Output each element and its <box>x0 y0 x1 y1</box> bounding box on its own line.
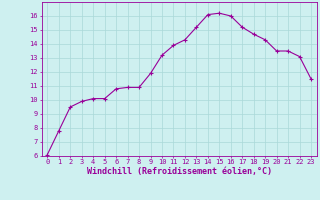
X-axis label: Windchill (Refroidissement éolien,°C): Windchill (Refroidissement éolien,°C) <box>87 167 272 176</box>
